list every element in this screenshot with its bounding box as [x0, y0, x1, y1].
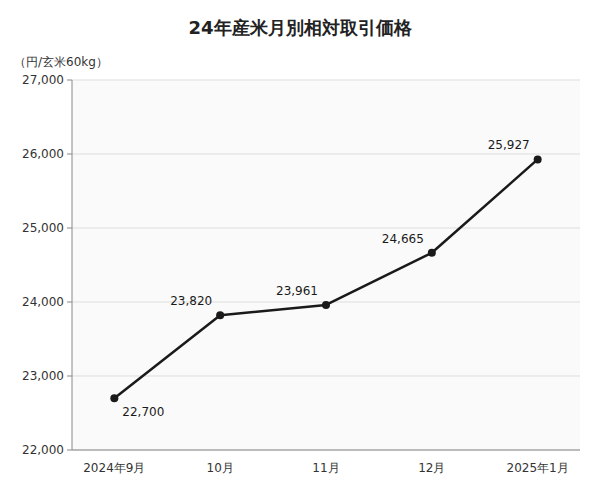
point — [534, 155, 542, 163]
point — [322, 301, 330, 309]
line — [114, 159, 537, 398]
data-label: 23,961 — [276, 284, 318, 298]
x-axis — [72, 450, 580, 451]
grid-line — [72, 376, 580, 377]
tick-label: 10月 — [207, 461, 234, 475]
tick-mark — [67, 80, 72, 81]
axis-label: （円/玄米60kg） — [14, 55, 108, 69]
plot-area — [72, 80, 580, 450]
point — [216, 311, 224, 319]
grid-line — [72, 450, 580, 451]
tick-label: 12月 — [418, 461, 445, 475]
tick-label: 2024年9月 — [83, 461, 145, 475]
tick-label: 27,000 — [22, 73, 64, 87]
tick-label: 22,000 — [22, 443, 64, 457]
grid-line — [72, 80, 580, 81]
data-label: 22,700 — [122, 405, 164, 419]
point — [110, 394, 118, 402]
tick-mark — [67, 228, 72, 229]
tick-label: 24,000 — [22, 295, 64, 309]
tick-label: 23,000 — [22, 369, 64, 383]
grid-line — [72, 154, 580, 155]
data-label: 23,820 — [170, 294, 212, 308]
tick-label: 25,000 — [22, 221, 64, 235]
chart: 24年産米月別相対取引価格 （円/玄米60kg） 22,000 23,000 24,00… — [0, 0, 600, 500]
tick-label: 11月 — [312, 461, 339, 475]
tick-label: 26,000 — [22, 147, 64, 161]
tick-mark — [67, 450, 72, 451]
data-label: 24,665 — [382, 232, 424, 246]
point — [428, 249, 436, 257]
tick-label: 2025年1月 — [507, 461, 569, 475]
tick-mark — [67, 154, 72, 155]
grid-line — [72, 228, 580, 229]
title: 24年産米月別相対取引価格 — [188, 17, 412, 38]
y-axis — [72, 80, 73, 450]
series-group — [110, 155, 541, 402]
data-label: 25,927 — [488, 138, 530, 152]
tick-mark — [67, 376, 72, 377]
tick-mark — [67, 302, 72, 303]
